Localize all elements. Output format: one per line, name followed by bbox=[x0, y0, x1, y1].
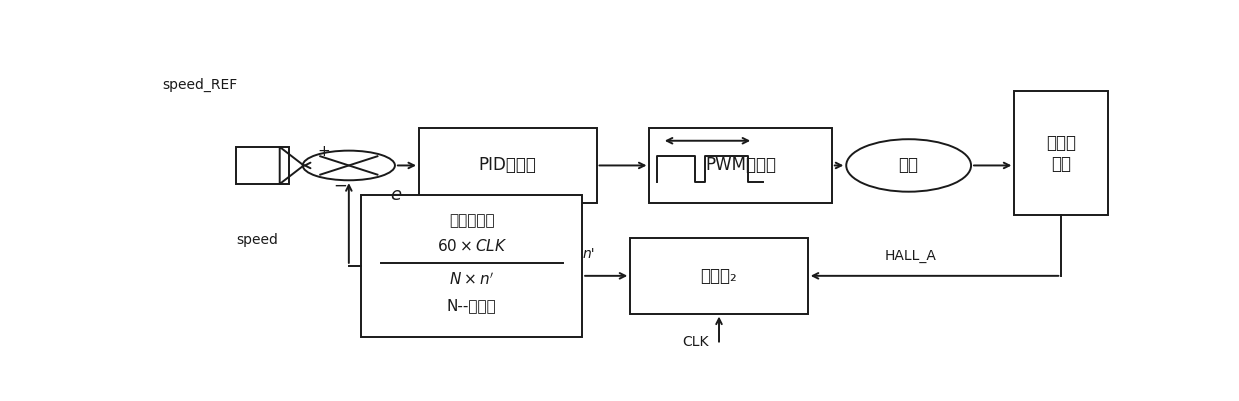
Text: PWM控制器: PWM控制器 bbox=[705, 156, 776, 174]
Text: PID控制器: PID控制器 bbox=[478, 156, 536, 174]
Text: 霍尔传
感器: 霍尔传 感器 bbox=[1046, 134, 1077, 172]
Text: −: − bbox=[333, 176, 347, 194]
Bar bbox=[631, 238, 808, 314]
Bar bbox=[1015, 91, 1109, 215]
Text: speed_REF: speed_REF bbox=[162, 78, 238, 92]
Text: 计数器₂: 计数器₂ bbox=[700, 267, 737, 285]
Text: +: + bbox=[317, 144, 331, 159]
Text: HALL_A: HALL_A bbox=[885, 249, 937, 263]
Text: $N\times n'$: $N\times n'$ bbox=[449, 272, 494, 288]
Bar bbox=[362, 195, 582, 337]
Bar bbox=[419, 128, 597, 203]
Text: CLK: CLK bbox=[683, 335, 709, 349]
Text: n': n' bbox=[582, 247, 595, 261]
Bar bbox=[649, 128, 831, 203]
Text: speed: speed bbox=[235, 233, 278, 247]
Text: $60\times CLK$: $60\times CLK$ bbox=[436, 238, 507, 254]
Text: 转速计算器: 转速计算器 bbox=[449, 213, 494, 228]
Text: e: e bbox=[390, 186, 401, 204]
Bar bbox=[237, 147, 290, 184]
Text: 电机: 电机 bbox=[898, 156, 918, 174]
Text: N--极对数: N--极对数 bbox=[447, 298, 497, 313]
